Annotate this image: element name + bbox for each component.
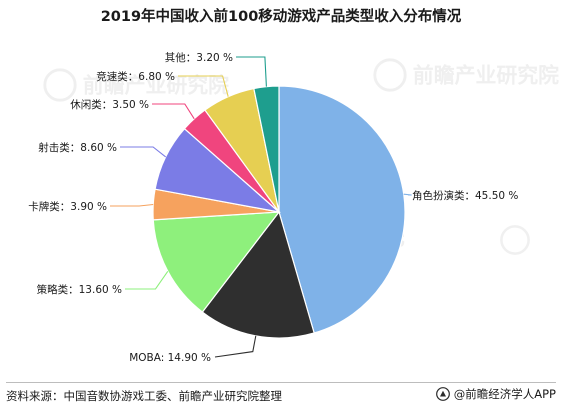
svg-text:前瞻产业研究院: 前瞻产业研究院: [83, 74, 229, 98]
leader-lines: [110, 56, 412, 358]
pie-slices: [152, 85, 406, 339]
leader-line: [110, 203, 154, 207]
pie-slice: [201, 210, 315, 339]
watermark: [500, 225, 530, 255]
brand-logo-icon: [435, 387, 450, 401]
svg-text:前瞻产业研究院: 前瞻产业研究院: [413, 64, 559, 88]
footer-divider: [6, 382, 556, 383]
watermark: 前瞻产业研究院: [373, 58, 559, 92]
leader-line: [214, 335, 257, 358]
chart-title: 2019年中国收入前100移动游戏产品类型收入分布情况: [100, 9, 462, 25]
slice-label: 射击类：8.60 %: [38, 141, 117, 154]
slice-label: 竞速类：6.80 %: [96, 70, 175, 83]
leader-line: [236, 56, 267, 87]
slice-label: 策略类：13.60 %: [37, 283, 122, 296]
leader-line: [125, 270, 169, 290]
brand-text: @前瞻经济学人APP: [453, 387, 556, 401]
slice-label: 卡牌类：3.90 %: [28, 200, 107, 213]
brand-credit: @前瞻经济学人APP: [435, 386, 556, 402]
leader-line: [403, 193, 412, 196]
pie-slice: [152, 211, 281, 313]
pie-slice: [253, 85, 280, 213]
leader-line: [178, 75, 229, 97]
pie-slice: [278, 85, 406, 334]
slice-label: 休闲类：3.50 %: [70, 98, 149, 111]
leader-line: [120, 146, 167, 158]
slice-labels: 角色扮演类：45.50 % MOBA: 14.90 % 策略类：13.60 % 卡牌类…: [28, 51, 518, 364]
slice-label: 其他：3.20 %: [165, 51, 233, 64]
pie-chart: 前瞻产业研究院前瞻产业研究院前瞻产业研究院 角色扮演类：45.50 %MOBA:…: [28, 51, 559, 364]
leader-line: [152, 103, 195, 120]
slice-label: MOBA: 14.90 %: [129, 352, 211, 364]
source-note: 资料来源：中国音数协游戏工委、前瞻产业研究院整理: [6, 389, 282, 403]
watermark: 前瞻产业研究院: [43, 68, 229, 102]
slice-label: 角色扮演类：45.50 %: [412, 189, 518, 202]
